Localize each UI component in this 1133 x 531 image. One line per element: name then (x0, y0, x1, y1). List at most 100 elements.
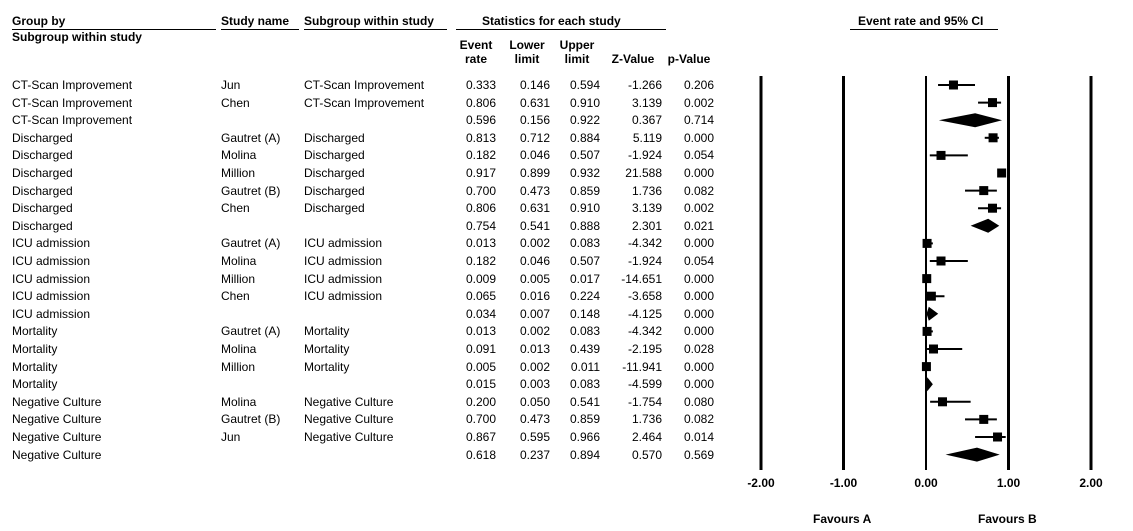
upper-limit-cell: 0.894 (569, 447, 600, 462)
study-name-header: Study name (221, 14, 290, 28)
upper-limit-cell: 0.507 (569, 254, 600, 268)
subgroup-within-study-header: Subgroup within study (12, 30, 142, 44)
subgroup-cell: Negative Culture (304, 430, 394, 444)
event-rate-cell: 0.754 (465, 218, 496, 233)
p-value-cell: 0.000 (683, 166, 714, 180)
z-value-cell: -4.342 (627, 324, 662, 339)
upper-limit-header: Upper limit (554, 38, 600, 66)
group-cell: Negative Culture (12, 412, 102, 427)
point-estimate-marker (922, 274, 932, 284)
lower-limit-cell: 0.002 (519, 359, 550, 374)
lower-limit-cell: 0.473 (519, 412, 550, 427)
study-name-cell: Million (221, 271, 256, 286)
p-value-cell: 0.000 (683, 359, 714, 374)
lower-limit-cell: 0.146 (519, 78, 550, 92)
plot-title: Event rate and 95% CI (858, 14, 984, 28)
event-rate-cell: 0.813 (465, 130, 496, 145)
subgroup-cell: CT-Scan Improvement (304, 95, 425, 110)
z-value-cell: 2.464 (631, 430, 662, 444)
subgroup-column-header: Subgroup within study (304, 14, 434, 28)
p-value-cell: 0.082 (683, 183, 714, 198)
z-value-cell: -14.651 (621, 271, 662, 286)
upper-limit-cell: 0.541 (569, 394, 600, 409)
event-rate-cell: 0.182 (465, 148, 496, 163)
summary-diamond (926, 306, 939, 321)
event-rate-cell: 0.009 (465, 271, 496, 286)
event-rate-cell: 0.065 (465, 289, 496, 304)
point-estimate-marker (993, 432, 1003, 442)
study-name-cell: Molina (221, 394, 257, 409)
lower-limit-cell: 0.473 (519, 183, 550, 198)
p-value-cell: 0.028 (683, 342, 714, 356)
event-rate-cell: 0.700 (465, 183, 496, 198)
plot-title-underline (850, 29, 998, 30)
lower-limit-cell: 0.712 (519, 130, 550, 145)
lower-limit-cell: 0.156 (519, 113, 550, 128)
subgroup-cell: ICU admission (304, 271, 383, 286)
upper-limit-cell: 0.011 (570, 359, 600, 374)
favours-a-label: Favours A (813, 512, 872, 526)
study-name-cell: Chen (221, 201, 250, 216)
x-tick-label: 2.00 (1079, 476, 1103, 490)
summary-diamond (945, 447, 1000, 462)
point-estimate-marker (987, 98, 997, 108)
study-name-cell: Chen (221, 289, 250, 304)
z-value-cell: 2.301 (631, 218, 662, 233)
summary-diamond (970, 218, 1000, 233)
study-name-cell: Million (221, 166, 256, 180)
subgroup-cell: Discharged (304, 183, 365, 198)
group-cell: CT-Scan Improvement (12, 113, 133, 128)
z-value-cell: -4.125 (627, 306, 662, 321)
z-value-cell: -1.924 (627, 254, 662, 268)
p-value-cell: 0.082 (683, 412, 714, 427)
lower-limit-cell: 0.899 (519, 166, 550, 180)
z-value-cell: -2.195 (627, 342, 662, 356)
group-cell: Mortality (12, 342, 58, 356)
group-cell: Discharged (12, 183, 73, 198)
group-cell: ICU admission (12, 236, 91, 251)
event-rate-cell: 0.182 (465, 254, 496, 268)
z-value-cell: -3.658 (627, 289, 662, 304)
z-value-cell: 1.736 (631, 412, 662, 427)
group-cell: ICU admission (12, 289, 91, 304)
lower-limit-header-line2: limit (514, 52, 540, 66)
summary-diamond (938, 113, 1003, 128)
p-value-cell: 0.000 (683, 324, 714, 339)
lower-limit-cell: 0.237 (519, 447, 550, 462)
p-value-cell: 0.000 (683, 130, 714, 145)
event-rate-cell: 0.015 (465, 377, 496, 392)
group-by-underline (12, 29, 216, 30)
point-estimate-marker (922, 326, 932, 336)
point-estimate-marker (948, 80, 958, 90)
z-value-cell: 5.119 (632, 130, 662, 145)
x-tick-label: -1.00 (830, 476, 858, 490)
subgroup-column-underline (304, 29, 447, 30)
point-estimate-marker (936, 256, 946, 266)
z-value-cell: -1.924 (627, 148, 662, 163)
lower-limit-cell: 0.005 (519, 271, 550, 286)
upper-limit-header-line2: limit (564, 52, 590, 66)
subgroup-cell: Mortality (304, 359, 350, 374)
event-rate-cell: 0.806 (465, 95, 496, 110)
study-name-cell: Gautret (A) (221, 130, 281, 145)
z-value-cell: 1.736 (631, 183, 662, 198)
point-estimate-marker (938, 397, 947, 407)
lower-limit-cell: 0.003 (519, 377, 550, 392)
lower-limit-cell: 0.016 (519, 289, 550, 304)
event-rate-cell: 0.005 (465, 359, 496, 374)
upper-limit-cell: 0.017 (569, 271, 600, 286)
point-estimate-marker (987, 203, 997, 213)
event-rate-cell: 0.034 (465, 306, 496, 321)
event-rate-cell: 0.013 (465, 236, 496, 251)
group-cell: ICU admission (12, 306, 91, 321)
upper-limit-cell: 0.884 (569, 130, 600, 145)
x-tick-label: 0.00 (914, 476, 938, 490)
study-name-cell: Chen (221, 95, 250, 110)
event-rate-header-line1: Event (459, 38, 493, 52)
subgroup-cell: Negative Culture (304, 412, 394, 427)
study-name-cell: Jun (221, 78, 241, 92)
upper-limit-cell: 0.932 (569, 166, 600, 180)
z-value-cell: -4.342 (627, 236, 662, 251)
summary-diamond (926, 377, 933, 392)
group-cell: Mortality (12, 324, 58, 339)
